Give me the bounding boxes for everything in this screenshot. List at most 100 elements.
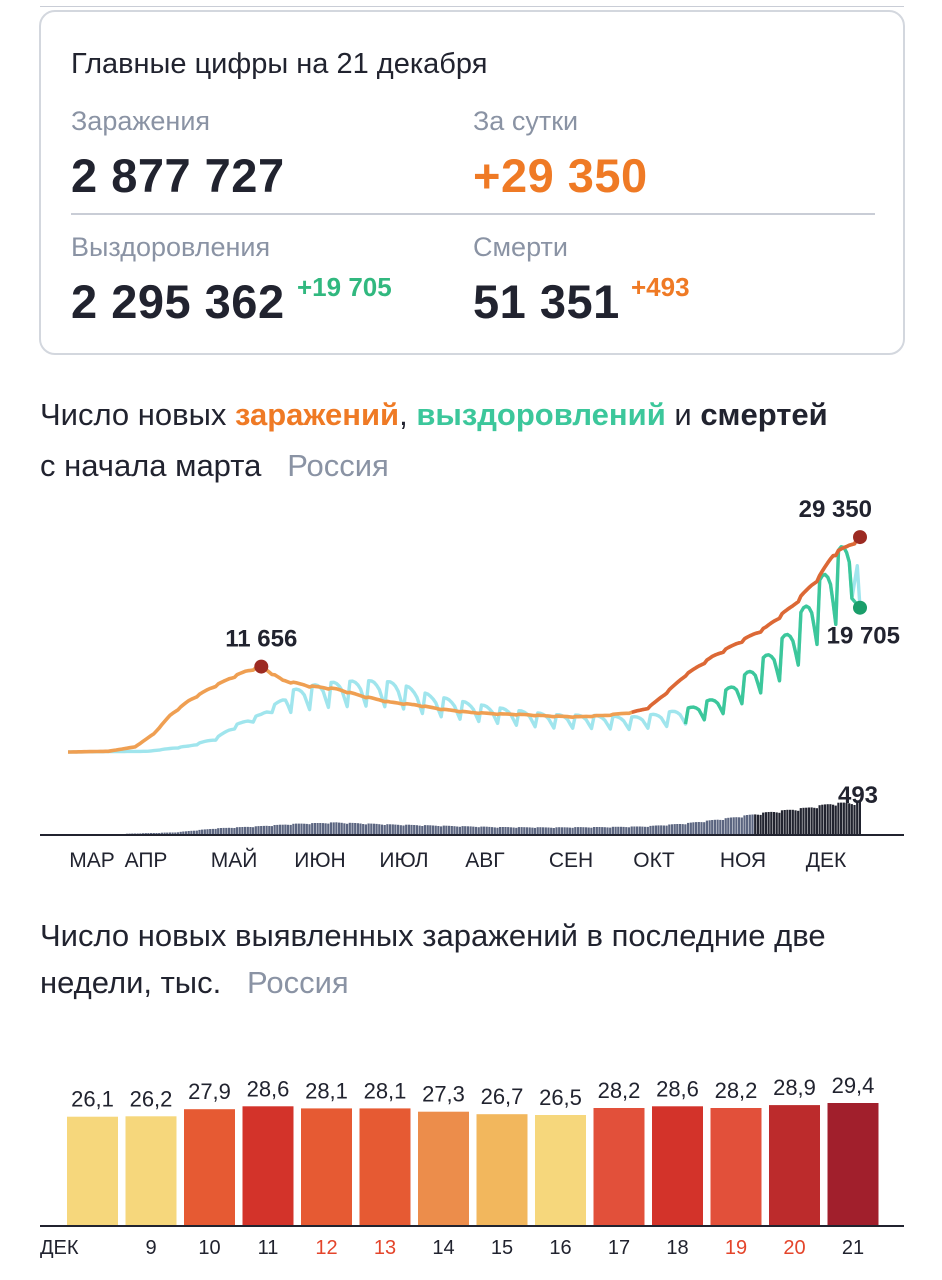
- summary-divider: [71, 213, 875, 215]
- deaths-bar: [721, 820, 725, 835]
- deaths-bar: [678, 824, 682, 835]
- deaths-bar: [641, 826, 644, 835]
- deaths-bar: [442, 825, 445, 835]
- deaths-bar: [367, 823, 370, 835]
- deaths-bar: [802, 807, 805, 835]
- bar-value-label: 28,9: [773, 1075, 816, 1100]
- deaths-bar: [413, 825, 416, 835]
- bar-value-label: 29,4: [832, 1073, 875, 1098]
- deaths-bar: [668, 824, 671, 835]
- deaths-bar: [324, 823, 327, 835]
- day-tick-label: 19: [725, 1237, 747, 1259]
- infections-marker: [254, 659, 269, 674]
- deaths-bar: [512, 827, 515, 835]
- deaths-bar: [410, 824, 413, 835]
- deaths-bar: [536, 827, 539, 835]
- bar: [827, 1103, 879, 1225]
- month-label: МАР: [69, 849, 115, 872]
- month-label: ИЮН: [294, 849, 345, 872]
- deaths-bar: [276, 824, 279, 835]
- deaths-bar: [222, 827, 225, 835]
- deaths-bar: [660, 825, 663, 835]
- deaths-bar: [329, 822, 333, 835]
- bar-value-label: 26,1: [71, 1087, 114, 1112]
- deaths-bar: [783, 810, 786, 835]
- deaths-bar: [472, 826, 475, 835]
- deaths-bar: [402, 825, 405, 835]
- deaths-bar: [780, 810, 784, 835]
- bar-value-label: 26,2: [130, 1086, 173, 1111]
- deaths-bar: [335, 822, 338, 835]
- deaths-bar: [550, 827, 553, 835]
- deaths-bar: [593, 827, 596, 835]
- daily-value: +29 350: [473, 149, 648, 202]
- deaths-bar: [281, 824, 284, 835]
- recoveries-delta: +19 705: [297, 272, 392, 302]
- day-tick-label: 9: [145, 1237, 156, 1259]
- deaths-bar: [493, 827, 496, 835]
- deaths-bar: [772, 812, 776, 835]
- deaths-bar: [708, 820, 711, 835]
- section2-title: Число новых выявленных заражений в после…: [40, 918, 826, 953]
- section1-title-recoveries: выздоровлений: [416, 397, 666, 432]
- deaths-bar: [391, 824, 394, 835]
- deaths-bar: [756, 814, 759, 835]
- month-label: АПР: [125, 849, 168, 872]
- deaths-bar: [654, 825, 657, 835]
- deaths-bar: [415, 825, 418, 835]
- deaths-bar: [571, 827, 574, 835]
- deaths-bar: [351, 822, 354, 835]
- deaths-bar: [568, 827, 571, 835]
- deaths-bar: [383, 825, 386, 835]
- section1-title-and: и: [665, 397, 701, 432]
- deaths-bar: [638, 826, 641, 835]
- deaths-bar: [762, 812, 765, 835]
- bar: [652, 1106, 703, 1225]
- month-label: МАЙ: [211, 848, 258, 872]
- deaths-bar: [646, 826, 649, 835]
- infections-line-recent: [631, 534, 862, 715]
- deaths-bar: [716, 819, 719, 835]
- deaths-bar: [614, 826, 617, 835]
- deaths-bar: [770, 811, 773, 835]
- deaths-bar: [703, 822, 706, 835]
- deaths-bar: [389, 824, 392, 835]
- deaths-bar: [327, 823, 330, 835]
- section2-title-line2: недели, тыс.: [40, 965, 222, 1000]
- deaths-bar: [689, 822, 692, 835]
- deaths-bar: [711, 820, 714, 835]
- deaths-bar: [171, 832, 174, 835]
- deaths-bar: [815, 808, 818, 835]
- deaths-bar: [423, 825, 427, 835]
- deaths-bar: [273, 825, 276, 835]
- deaths-bar: [523, 827, 526, 835]
- deaths-bar: [582, 827, 585, 835]
- daily-label: За сутки: [473, 106, 579, 136]
- deaths-bar: [257, 826, 260, 835]
- day-tick-label: 10: [198, 1237, 220, 1259]
- deaths-bar: [453, 826, 456, 835]
- infections-marker: [853, 530, 867, 545]
- deaths-bar: [217, 828, 220, 835]
- deaths-bar: [574, 827, 577, 835]
- deaths-bar: [558, 827, 561, 835]
- daily-cases-chart: 11 656 29 350 19 705 493 МАР АПР МАЙ ИЮН ИЮЛ АВГ С…: [40, 496, 904, 872]
- infections-value-label: 11 656: [225, 626, 297, 653]
- deaths-bar: [211, 828, 214, 835]
- deaths-bar: [319, 823, 322, 835]
- recoveries-line-recent: [683, 545, 862, 725]
- bar: [535, 1115, 586, 1225]
- deaths-bar: [187, 831, 190, 835]
- deaths-bar: [520, 827, 523, 835]
- day-tick-label: 16: [549, 1237, 571, 1259]
- deaths-bar: [477, 827, 480, 835]
- deaths-bar: [676, 824, 679, 835]
- day-tick-label: 20: [783, 1237, 805, 1259]
- deaths-value-label: 493: [838, 782, 878, 809]
- bar: [593, 1108, 645, 1225]
- deaths-bar: [840, 802, 843, 835]
- bar: [769, 1105, 820, 1225]
- deaths-bar: [729, 817, 733, 835]
- deaths-bar: [160, 832, 163, 835]
- deaths-bar: [754, 814, 757, 835]
